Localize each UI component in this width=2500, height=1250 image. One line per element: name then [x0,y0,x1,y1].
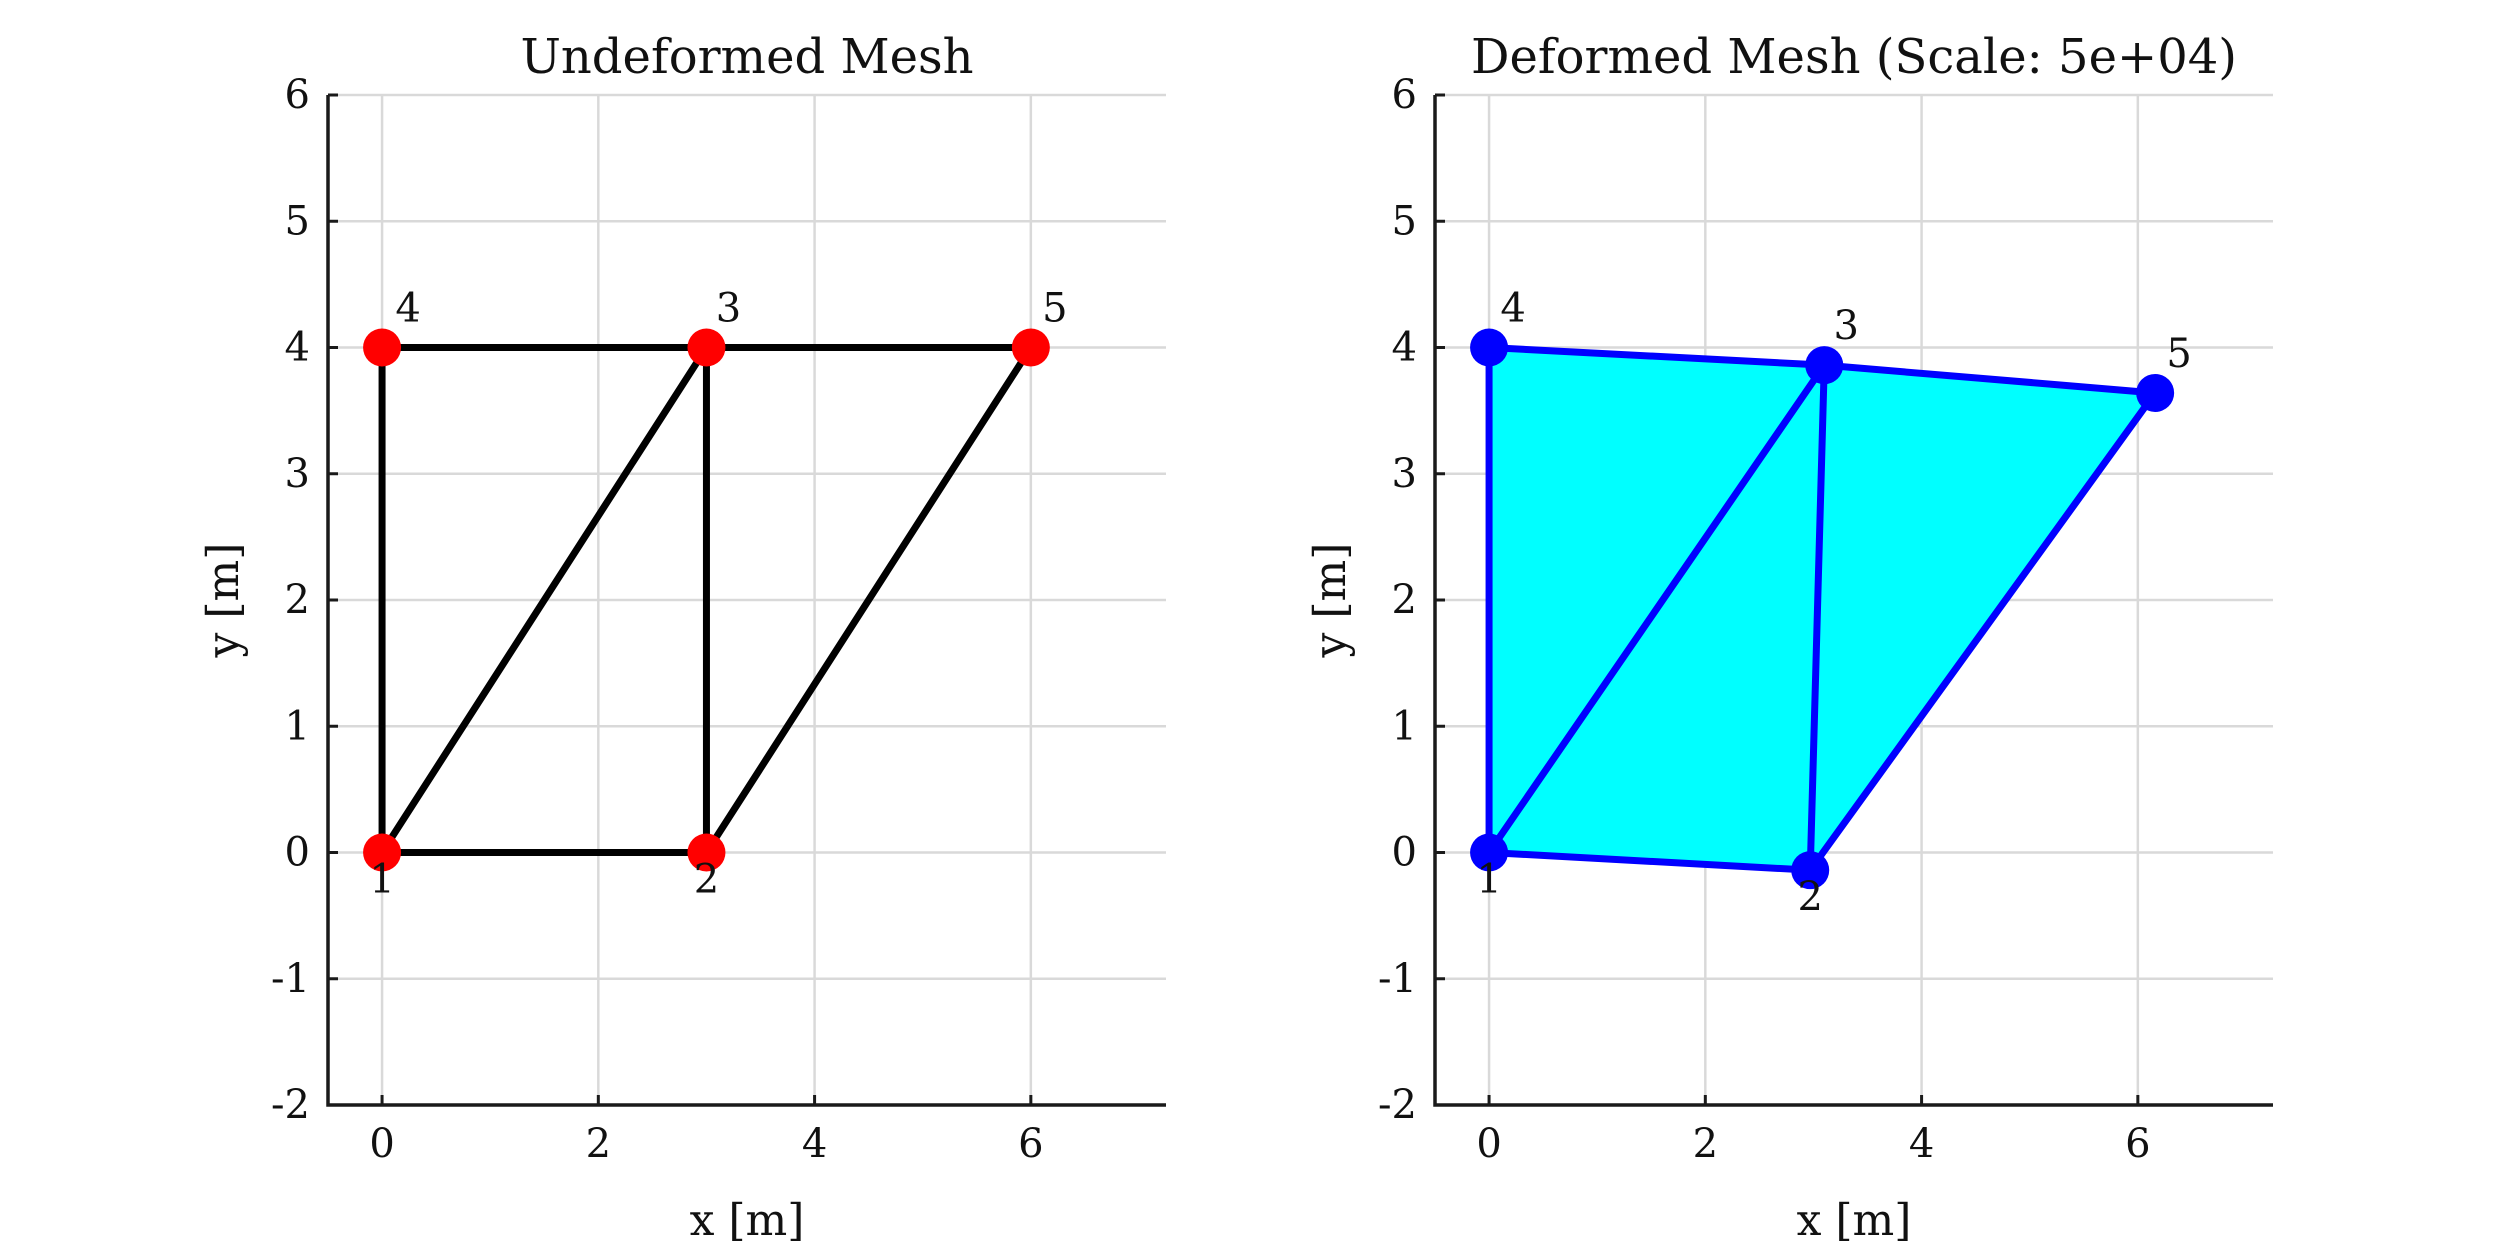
node-label: 1 [369,857,394,903]
x-axis-label: x [m] [690,1195,805,1246]
x-tick-label: 6 [1018,1121,1043,1167]
mesh-edge [1485,849,1814,874]
mesh-node [363,328,402,367]
x-tick-label: 6 [2125,1121,2150,1167]
y-axis-label: y [m] [198,543,249,659]
mesh-node [1011,328,1050,367]
y-tick-label: 3 [285,451,310,497]
y-tick-label: 0 [1392,830,1417,876]
chart-title: Deformed Mesh (Scale: 5e+04) [1471,29,2237,85]
y-tick-label: 2 [285,577,310,623]
mesh-node [2136,373,2175,412]
mesh-edge [1485,344,1828,369]
x-axis-label: x [m] [1797,1195,1912,1246]
mesh-node [363,833,402,872]
x-tick-label: 2 [1693,1121,1718,1167]
chart-title: Undeformed Mesh [520,29,973,85]
mesh-node [1805,346,1844,385]
x-tick-label: 2 [586,1121,611,1167]
y-tick-label: 5 [1392,198,1417,244]
y-tick-label: 6 [285,72,310,118]
mesh-edge [1485,361,1828,856]
x-tick-label: 0 [1476,1121,1501,1167]
x-tick-label: 4 [1909,1121,1934,1167]
mesh-edge [1820,361,2159,397]
y-tick-label: -2 [271,1082,310,1128]
node-label: 4 [395,286,420,332]
y-tick-label: 6 [1392,72,1417,118]
node-label: 5 [1042,286,1067,332]
mesh-edge [702,344,1035,856]
y-tick-label: -1 [1378,956,1417,1002]
node-label: 2 [1797,874,1822,920]
node-label: 4 [1500,286,1525,332]
mesh-edge [378,344,710,856]
deformed-mesh-panel: 0 2 4 6 -2 -1 0 1 2 3 4 5 6 Deformed Mesh (Scale: 5e+… [1305,29,2273,1246]
y-tick-label: 5 [285,198,310,244]
mesh-node [1470,833,1509,872]
mesh-edge [1806,361,1828,874]
y-tick-label: 1 [1392,703,1417,749]
x-tick-label: 4 [802,1121,827,1167]
mesh-edge [1806,389,2159,874]
node-label: 3 [716,286,741,332]
grid [328,93,1166,1107]
node-label: 1 [1476,857,1501,903]
undeformed-mesh-panel: 0 2 4 6 -2 -1 0 1 2 3 4 5 6 Undeformed Mesh x [m] y [m]… [198,29,1166,1246]
y-tick-label: -1 [271,956,310,1002]
y-tick-label: 1 [285,703,310,749]
mesh-node [1470,328,1509,367]
mesh-node [687,833,726,872]
y-tick-label: 3 [1392,451,1417,497]
y-tick-label: -2 [1378,1082,1417,1128]
mesh-node [1791,851,1830,890]
mesh-node [687,328,726,367]
node-label: 2 [694,857,719,903]
y-tick-label: 0 [285,830,310,876]
node-label: 3 [1834,303,1859,349]
x-tick-label: 0 [369,1121,394,1167]
mesh-element [1810,365,2156,871]
y-tick-label: 4 [285,325,310,371]
y-axis-label: y [m] [1305,543,1356,659]
y-tick-label: 4 [1392,325,1417,371]
y-tick-label: 2 [1392,577,1417,623]
node-label: 5 [2166,331,2191,377]
